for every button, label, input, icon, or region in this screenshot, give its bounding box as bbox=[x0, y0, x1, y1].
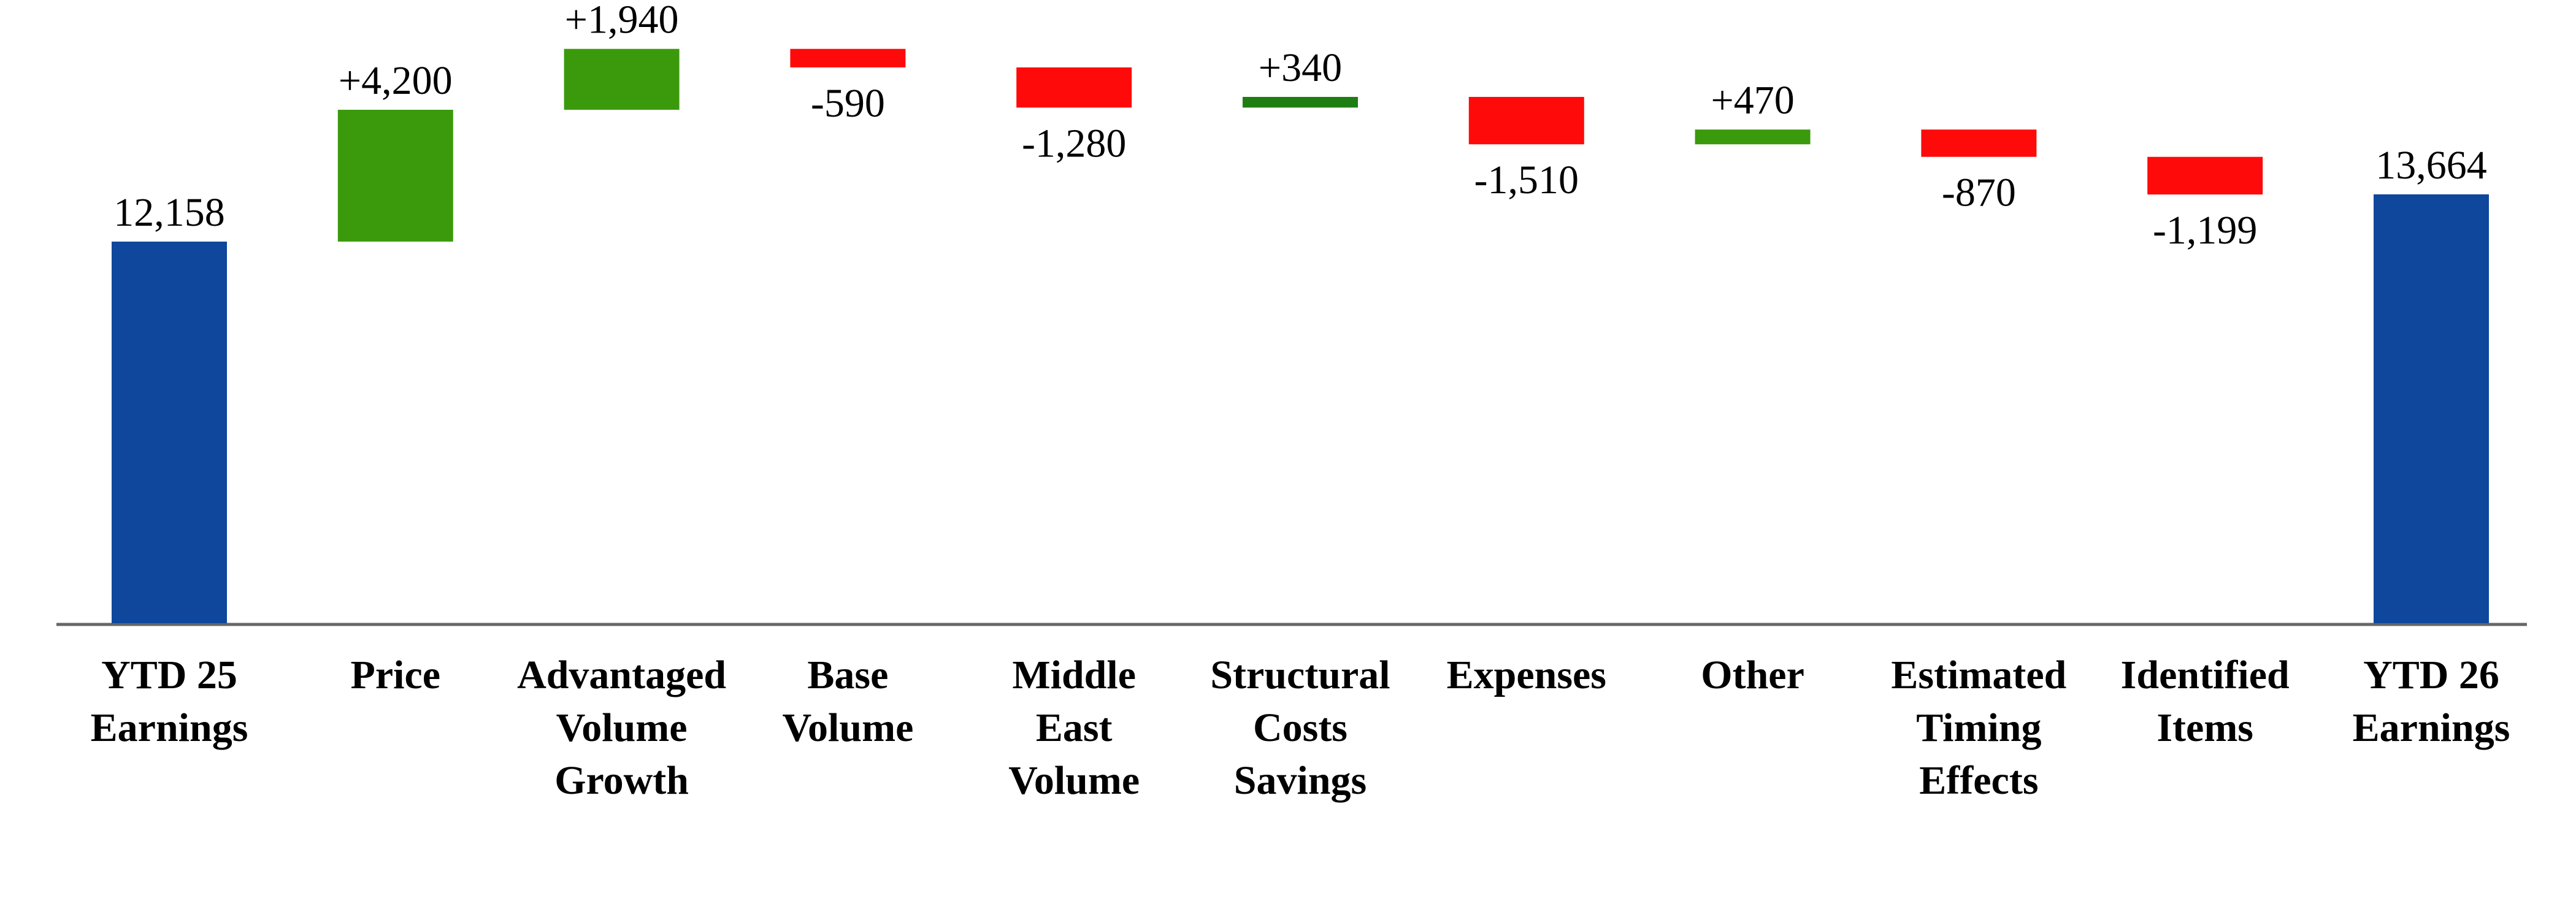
category-label-5-line-0: Structural bbox=[1210, 653, 1390, 697]
value-label-5: +340 bbox=[1259, 45, 1342, 90]
category-label-4-line-1: East bbox=[1036, 705, 1113, 750]
category-label-2-line-1: Volume bbox=[556, 705, 688, 750]
category-label-8: Estimated Timing Effects bbox=[1891, 653, 2066, 803]
category-label-10-line-0: YTD 26 bbox=[2363, 653, 2499, 697]
category-label-2-line-0: Advantaged bbox=[517, 653, 726, 697]
bar-7 bbox=[1695, 129, 1811, 145]
value-label-7: +470 bbox=[1711, 78, 1794, 123]
value-label-9: -1,199 bbox=[2153, 208, 2257, 253]
category-label-0: YTD 25 Earnings bbox=[91, 653, 248, 750]
category-label-0-line-1: Earnings bbox=[91, 705, 248, 750]
bar-1 bbox=[337, 109, 453, 242]
category-label-8-line-2: Effects bbox=[1919, 758, 2038, 803]
bar-6 bbox=[1468, 96, 1584, 145]
bar-8 bbox=[1921, 129, 2037, 157]
category-label-4: Middle East Volume bbox=[1008, 653, 1140, 803]
category-label-6: Expenses bbox=[1447, 653, 1606, 697]
category-label-9-line-0: Identified bbox=[2121, 653, 2290, 697]
bar-2 bbox=[564, 48, 680, 110]
category-label-3-line-1: Volume bbox=[782, 705, 913, 750]
category-label-10: YTD 26 Earnings bbox=[2353, 653, 2510, 750]
category-label-6-line-0: Expenses bbox=[1447, 653, 1606, 697]
value-label-4: -1,280 bbox=[1022, 121, 1126, 166]
category-labels-group: YTD 25 Earnings Price Advantaged Volume Growt… bbox=[91, 653, 2510, 803]
category-label-7-line-0: Other bbox=[1701, 653, 1804, 697]
category-label-0-line-0: YTD 25 bbox=[101, 653, 237, 697]
category-label-8-line-1: Timing bbox=[1916, 705, 2041, 750]
category-label-5-line-2: Savings bbox=[1234, 758, 1367, 803]
category-label-3: Base Volume bbox=[782, 653, 913, 750]
category-label-9-line-1: Items bbox=[2156, 705, 2253, 750]
bars-group bbox=[112, 48, 2489, 624]
value-label-10: 13,664 bbox=[2375, 143, 2487, 188]
bar-10 bbox=[2374, 194, 2489, 623]
bar-4 bbox=[1016, 67, 1132, 108]
value-label-6: -1,510 bbox=[1474, 158, 1579, 202]
bar-5 bbox=[1243, 96, 1358, 108]
category-label-1-line-0: Price bbox=[351, 653, 441, 697]
value-label-0: 12,158 bbox=[113, 190, 225, 235]
category-label-5-line-1: Costs bbox=[1253, 705, 1347, 750]
category-label-1: Price bbox=[351, 653, 441, 697]
category-label-5: Structural Costs Savings bbox=[1210, 653, 1390, 803]
category-label-10-line-1: Earnings bbox=[2353, 705, 2510, 750]
bar-9 bbox=[2147, 156, 2263, 195]
category-label-2: Advantaged Volume Growth bbox=[517, 653, 726, 803]
value-label-1: +4,200 bbox=[339, 58, 453, 103]
value-label-3: -590 bbox=[811, 81, 885, 126]
category-label-7: Other bbox=[1701, 653, 1804, 697]
category-label-9: Identified Items bbox=[2121, 653, 2290, 750]
category-label-2-line-2: Growth bbox=[554, 758, 689, 803]
value-label-2: +1,940 bbox=[565, 0, 679, 42]
bar-0 bbox=[112, 241, 227, 624]
bar-3 bbox=[790, 48, 906, 67]
category-label-8-line-0: Estimated bbox=[1891, 653, 2066, 697]
category-label-4-line-2: Volume bbox=[1008, 758, 1140, 803]
value-label-8: -870 bbox=[1942, 171, 2016, 215]
category-label-4-line-0: Middle bbox=[1012, 653, 1136, 697]
value-labels-group: 12,158 +4,200 +1,940 -590 -1,280 +340 -1,510 +4… bbox=[113, 0, 2487, 253]
category-label-3-line-0: Base bbox=[807, 653, 888, 697]
